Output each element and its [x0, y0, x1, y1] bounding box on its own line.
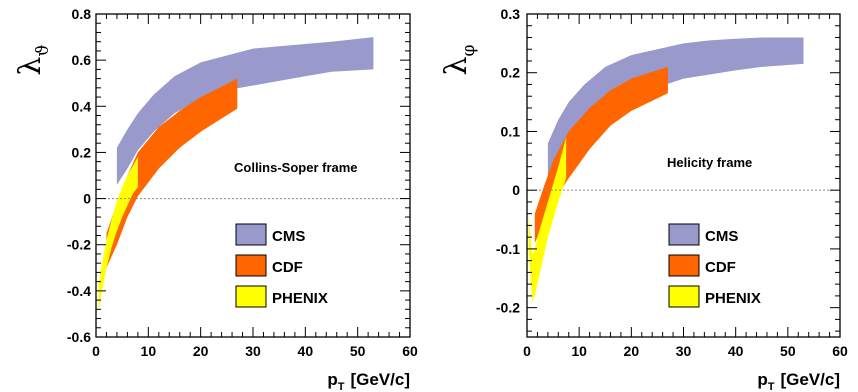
y-tick-label: 0 — [83, 191, 91, 207]
x-axis-symbol: p — [327, 370, 337, 389]
legend-label-cms: CMS — [272, 228, 305, 245]
frame-label-collins-soper: Collins-Soper frame — [234, 160, 358, 175]
x-tick-label: 30 — [676, 343, 692, 359]
x-tick-label: 50 — [780, 343, 796, 359]
x-axis-title: pT [GeV/c] — [757, 370, 840, 392]
legend-label-phenix: PHENIX — [705, 290, 761, 307]
x-tick-label: 50 — [350, 343, 366, 359]
legend-label-phenix: PHENIX — [272, 290, 328, 307]
band-cdf — [106, 78, 238, 268]
y-axis-symbol: λ — [439, 56, 474, 75]
y-tick-label: -0.4 — [67, 283, 91, 299]
y-tick-label: -0.2 — [496, 300, 520, 316]
x-axis-unit: [GeV/c] — [350, 370, 410, 389]
x-axis-subscript: T — [338, 381, 345, 392]
x-tick-label: 60 — [402, 343, 418, 359]
band-phenix — [528, 137, 567, 302]
y-tick-label: 0 — [512, 182, 520, 198]
legend-label-cms: CMS — [705, 228, 738, 245]
y-tick-label: 0.8 — [72, 6, 92, 22]
legend-swatch-phenix — [668, 285, 700, 308]
y-tick-label: -0.1 — [496, 241, 520, 257]
band-cms — [116, 37, 374, 185]
x-axis-subscript: T — [768, 381, 775, 392]
y-tick-label: 0.2 — [501, 65, 521, 81]
panel-lambda-theta: 0 10 20 30 40 50 60 -0.6 -0.4 -0.2 0 0.2 0.4 0.6 0.8 λϑ… — [13, 6, 418, 392]
y-tick-label: 0.3 — [501, 6, 521, 22]
y-axis-subscript: φ — [459, 44, 479, 56]
x-tick-label: 0 — [523, 343, 531, 359]
x-axis-title: pT [GeV/c] — [327, 370, 410, 392]
y-axis-symbol: λ — [13, 57, 48, 76]
x-tick-label: 0 — [92, 343, 100, 359]
y-tick-label: -0.2 — [67, 237, 91, 253]
x-axis-symbol: p — [757, 370, 767, 389]
panel-lambda-phi: 0 10 20 30 40 50 60 -0.2 -0.1 0 0.1 0.2 0.3 λφ pT [GeV/… — [439, 6, 848, 392]
legend-swatch-cms — [235, 223, 267, 246]
frame-label-helicity: Helicity frame — [667, 155, 752, 170]
x-tick-label: 40 — [298, 343, 314, 359]
x-tick-label: 20 — [624, 343, 640, 359]
x-tick-label: 10 — [141, 343, 157, 359]
x-tick-label: 20 — [193, 343, 209, 359]
legend-swatch-cms — [668, 223, 700, 246]
y-tick-label: 0.2 — [72, 144, 92, 160]
x-tick-label: 10 — [571, 343, 587, 359]
x-tick-label: 40 — [728, 343, 744, 359]
legend-label-cdf: CDF — [272, 259, 303, 276]
band-cms — [547, 37, 804, 197]
x-axis-unit: [GeV/c] — [780, 370, 840, 389]
legend-swatch-phenix — [235, 285, 267, 308]
x-tick-label: 30 — [245, 343, 261, 359]
y-axis-title: λφ — [439, 44, 479, 75]
x-tick-label: 60 — [832, 343, 848, 359]
legend-label-cdf: CDF — [705, 259, 736, 276]
y-axis-subscript: ϑ — [33, 44, 53, 56]
y-tick-label: 0.6 — [72, 52, 92, 68]
legend-swatch-cdf — [235, 254, 267, 277]
y-tick-label: 0.4 — [72, 98, 92, 114]
y-axis-title: λϑ — [13, 44, 53, 75]
band-phenix — [98, 157, 138, 312]
legend-swatch-cdf — [668, 254, 700, 277]
y-tick-label: 0.1 — [501, 123, 521, 139]
y-tick-label: -0.6 — [67, 329, 91, 345]
